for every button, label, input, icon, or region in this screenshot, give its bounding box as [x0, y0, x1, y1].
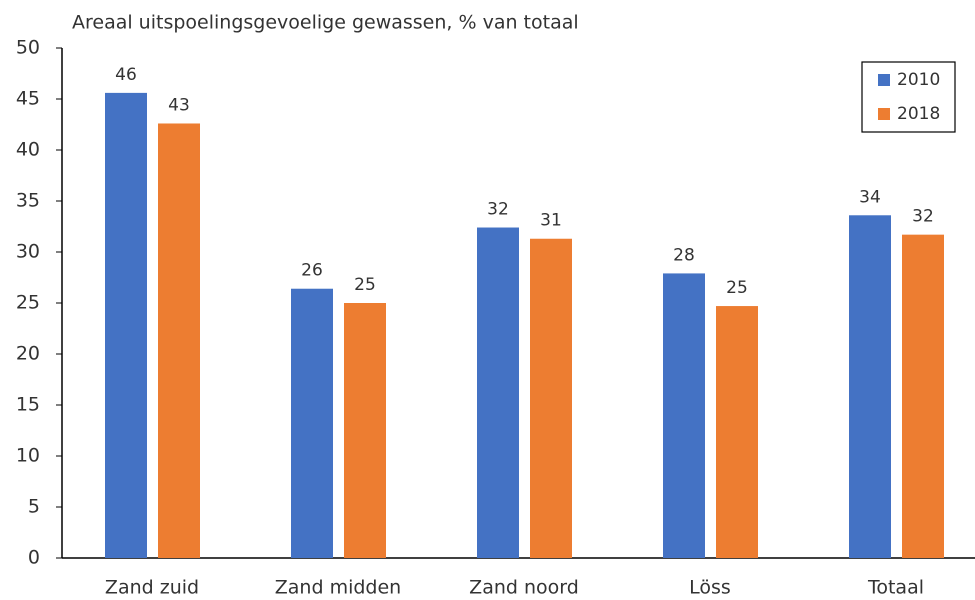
legend-box — [861, 61, 956, 133]
value-label: 25 — [354, 275, 376, 295]
y-tick-label: 30 — [16, 241, 40, 263]
value-label: 31 — [540, 211, 562, 231]
y-tick-label: 35 — [16, 190, 40, 212]
x-tick-label: Löss — [689, 577, 731, 599]
bar — [291, 288, 333, 558]
value-label: 32 — [487, 200, 509, 220]
value-label: 46 — [115, 65, 137, 85]
y-tick-label: 20 — [16, 343, 40, 365]
value-label: 43 — [168, 95, 190, 115]
bar — [477, 227, 519, 558]
y-tick-label: 0 — [28, 547, 40, 569]
y-tick-label: 45 — [16, 88, 40, 110]
value-label: 25 — [726, 278, 748, 298]
y-tick-label: 50 — [16, 37, 40, 59]
legend-swatch — [878, 74, 890, 86]
y-tick-label: 40 — [16, 139, 40, 161]
value-label: 32 — [912, 207, 934, 227]
bar — [105, 92, 147, 558]
y-tick-label: 10 — [16, 445, 40, 467]
bar — [716, 306, 758, 558]
value-label: 26 — [301, 261, 323, 281]
value-label: 28 — [673, 245, 695, 265]
x-tick-label: Zand noord — [469, 577, 579, 599]
legend-label: 2010 — [897, 70, 940, 90]
chart-title: Areaal uitspoelingsgevoelige gewassen, %… — [72, 12, 579, 34]
bar — [902, 234, 944, 558]
y-tick-label: 5 — [28, 496, 40, 518]
bar — [849, 215, 891, 558]
bar — [530, 238, 572, 559]
legend-swatch — [878, 108, 890, 120]
bar — [663, 273, 705, 558]
x-tick-label: Totaal — [867, 577, 924, 599]
y-tick-label: 15 — [16, 394, 40, 416]
x-tick-label: Zand zuid — [105, 577, 199, 599]
legend-label: 2018 — [897, 104, 940, 124]
y-tick-label: 25 — [16, 292, 40, 314]
value-label: 34 — [859, 187, 881, 207]
x-tick-label: Zand midden — [275, 577, 401, 599]
bar — [158, 123, 200, 558]
bar — [344, 303, 386, 558]
